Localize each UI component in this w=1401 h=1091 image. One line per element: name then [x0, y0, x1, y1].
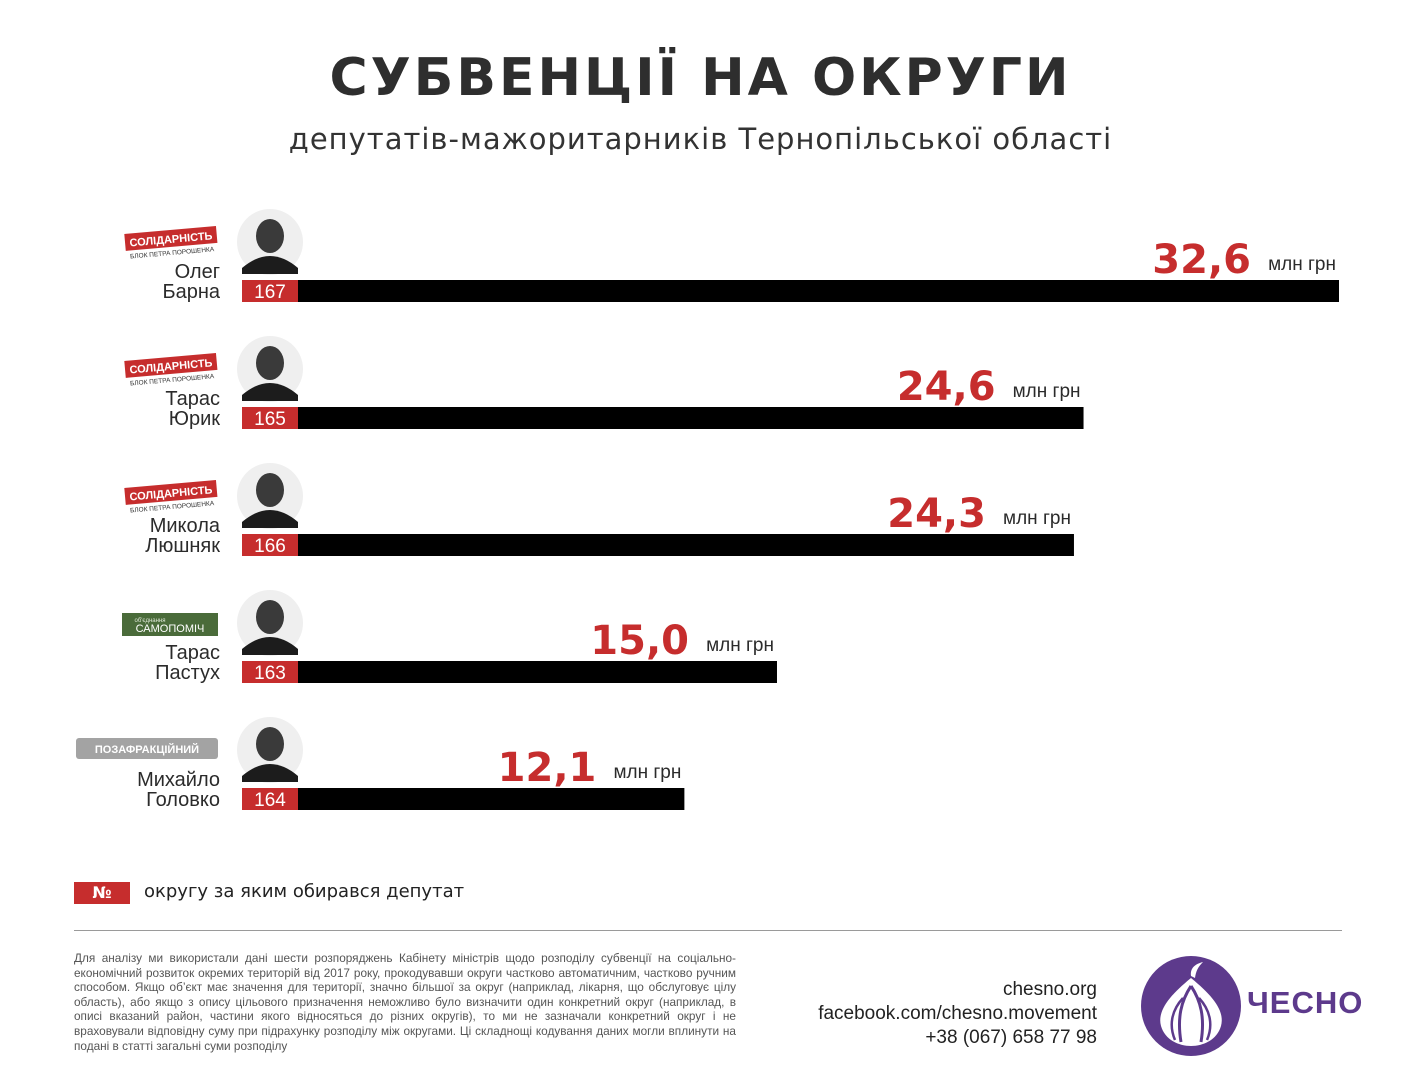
facebook-link[interactable]: facebook.com/chesno.movement — [818, 1003, 1097, 1024]
garlic-icon — [1160, 962, 1222, 1046]
value-label: 15,0 — [590, 618, 689, 664]
party-badge-independent — [76, 738, 218, 759]
unit-label: млн грн — [1003, 508, 1071, 529]
chesno-logo-text: ЧЕСНО — [1247, 985, 1364, 1020]
district-number: 166 — [254, 536, 286, 557]
party-badge-bg — [124, 225, 218, 251]
person-silhouette-icon — [242, 219, 298, 274]
unit-label: млн грн — [706, 635, 774, 656]
deputy-first-name: Олег — [175, 261, 220, 283]
deputy-last-name: Юрик — [169, 408, 221, 430]
bar — [298, 280, 1339, 302]
party-badge-samopomich — [122, 613, 218, 636]
district-badge — [242, 661, 298, 683]
district-badge — [242, 788, 298, 810]
district-number: 165 — [254, 409, 286, 430]
avatar-shoulders — [242, 764, 298, 782]
district-badge — [242, 280, 298, 302]
avatar-shoulders — [242, 383, 298, 401]
avatar-head — [256, 346, 284, 380]
contacts: chesno.org facebook.com/chesno.movement … — [760, 978, 1097, 1050]
avatar-shoulders — [242, 637, 298, 655]
phone-number: +38 (067) 658 77 98 — [925, 1027, 1097, 1048]
person-silhouette-icon — [242, 473, 298, 528]
value-label: 24,3 — [887, 491, 986, 537]
party-badge-bg — [124, 352, 218, 378]
bar — [298, 407, 1084, 429]
deputy-last-name: Головко — [146, 789, 220, 811]
avatar-head — [256, 600, 284, 634]
site-link[interactable]: chesno.org — [1002, 979, 1097, 1000]
district-badge — [242, 534, 298, 556]
deputy-first-name: Тарас — [165, 642, 220, 664]
party-name: САМОПОМІЧ — [136, 623, 205, 635]
value-label: 32,6 — [1152, 237, 1251, 283]
methodology-footnote: Для аналізу ми використали дані шести ро… — [74, 951, 736, 1053]
party-tagline: об'єднання — [134, 618, 165, 624]
party-badge-bg — [124, 479, 218, 505]
party-name: ПОЗАФРАКЦІЙНИЙ — [95, 743, 199, 756]
deputy-first-name: Михайло — [137, 769, 220, 791]
bar — [298, 661, 777, 683]
deputy-last-name: Люшняк — [145, 535, 220, 557]
avatar-head — [256, 219, 284, 253]
unit-label: млн грн — [613, 762, 681, 783]
avatar-head — [256, 727, 284, 761]
legend-district-symbol: № — [74, 882, 130, 904]
district-number: 164 — [254, 790, 286, 811]
avatar-shoulders — [242, 256, 298, 274]
divider — [74, 930, 1342, 931]
chesno-logo — [1141, 956, 1241, 1056]
district-badge — [242, 407, 298, 429]
district-number: 163 — [254, 663, 286, 684]
deputy-first-name: Микола — [150, 515, 221, 537]
deputy-last-name: Барна — [162, 281, 220, 303]
value-label: 24,6 — [897, 364, 996, 410]
page-subtitle: депутатів-мажоритарників Тернопільської … — [288, 122, 1113, 156]
unit-label: млн грн — [1013, 381, 1081, 402]
unit-label: млн грн — [1268, 254, 1336, 275]
page-title: СУБВЕНЦІЇ НА ОКРУГИ — [329, 48, 1072, 108]
legend-text: округу за яким обирався депутат — [144, 881, 465, 902]
deputy-first-name: Тарас — [165, 388, 220, 410]
person-silhouette-icon — [242, 346, 298, 401]
avatar-head — [256, 473, 284, 507]
district-number: 167 — [254, 282, 286, 303]
person-silhouette-icon — [242, 600, 298, 655]
bar — [298, 534, 1074, 556]
person-silhouette-icon — [242, 727, 298, 782]
value-label: 12,1 — [498, 745, 597, 791]
bar — [298, 788, 685, 810]
deputy-last-name: Пастух — [155, 662, 220, 684]
avatar-shoulders — [242, 510, 298, 528]
